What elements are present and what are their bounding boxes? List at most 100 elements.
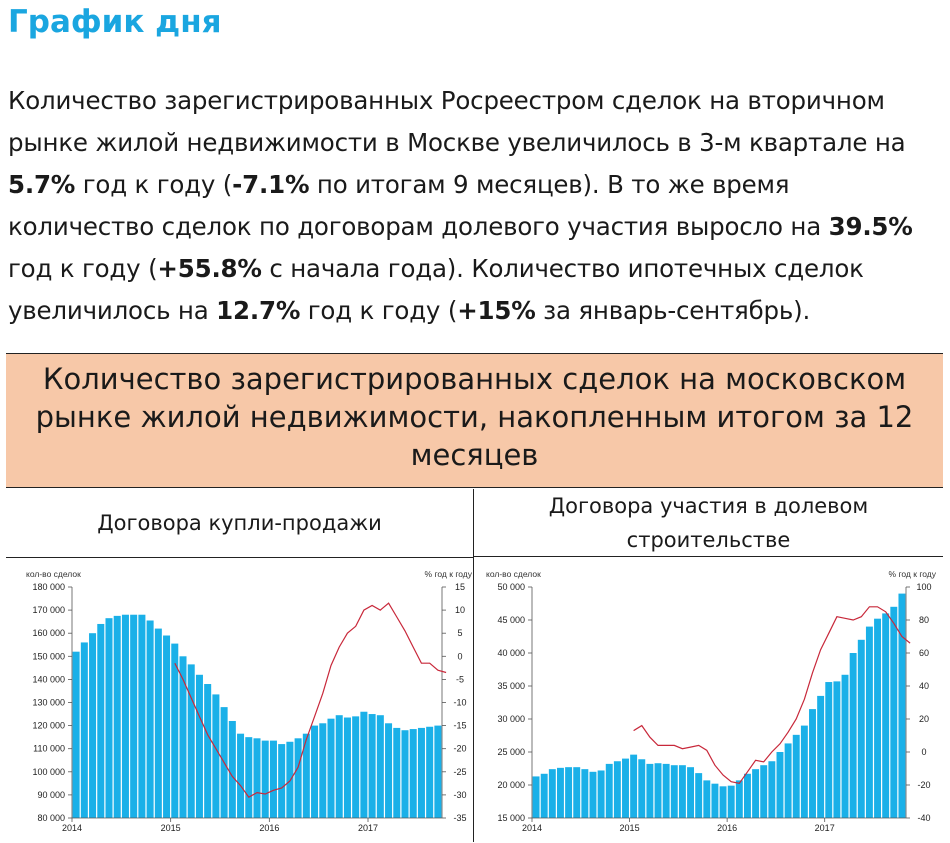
- bar: [540, 773, 548, 818]
- y-tick-left-label: 30 000: [497, 714, 525, 724]
- bar: [130, 614, 138, 818]
- bar: [857, 639, 865, 818]
- y-tick-left-label: 15 000: [497, 813, 525, 823]
- y-tick-left-label: 130 000: [32, 698, 65, 708]
- right-chart-title-text: Договора участия в долевом строительстве: [548, 493, 869, 552]
- y-tick-right-label: -40: [917, 813, 930, 823]
- y-axis-left-label: кол-во сделок: [486, 569, 541, 579]
- y-tick-left-label: 45 000: [497, 615, 525, 625]
- y-tick-right-label: -20: [453, 744, 466, 754]
- y-tick-left-label: 25 000: [497, 747, 525, 757]
- highlight-figure: +15%: [457, 296, 536, 325]
- y-tick-left-label: 170 000: [32, 605, 65, 615]
- x-tick-label: 2016: [717, 823, 737, 833]
- left-chart-title-text: Договора купли-продажи: [97, 511, 382, 535]
- y-tick-right-label: 10: [455, 605, 465, 615]
- bar: [678, 765, 686, 818]
- bar: [393, 727, 401, 818]
- y-tick-right-label: -20: [917, 780, 930, 790]
- bar: [237, 733, 245, 818]
- y-tick-right-label: -15: [453, 721, 466, 731]
- bar: [646, 763, 654, 818]
- left-chart-title: Договора купли-продажи: [6, 489, 473, 558]
- bar: [212, 694, 220, 818]
- bar: [695, 773, 703, 818]
- bar: [735, 780, 743, 818]
- y-axis-right-label: % год к году: [889, 569, 937, 579]
- bar: [865, 626, 873, 818]
- right-chart-cell: Договора участия в долевом строительстве…: [474, 489, 943, 842]
- y-tick-right-label: -30: [453, 790, 466, 800]
- bar: [573, 767, 581, 818]
- bar: [743, 773, 751, 818]
- bar: [776, 752, 784, 818]
- bar: [434, 725, 442, 818]
- bar: [841, 674, 849, 818]
- y-tick-right-label: -25: [453, 767, 466, 777]
- bar: [760, 765, 768, 818]
- paragraph-text: по итогам 9 месяцев). В то же время коли…: [8, 170, 829, 241]
- bar: [711, 783, 719, 818]
- paragraph-text: год к году (: [300, 296, 458, 325]
- y-tick-right-label: 0: [921, 747, 926, 757]
- y-tick-left-label: 90 000: [37, 790, 65, 800]
- bar: [204, 684, 212, 818]
- bar: [613, 761, 621, 818]
- bar: [426, 726, 434, 818]
- bar: [890, 606, 898, 818]
- bar: [269, 740, 277, 818]
- yoy-line: [633, 606, 911, 784]
- bar: [565, 767, 573, 818]
- bar: [261, 740, 269, 818]
- paragraph-text: год к году (: [8, 254, 158, 283]
- y-tick-left-label: 150 000: [32, 651, 65, 661]
- yoy-line: [174, 602, 447, 798]
- y-tick-right-label: 60: [919, 648, 929, 658]
- bar: [417, 727, 425, 818]
- bar: [97, 623, 105, 818]
- left-chart-cell: Договора купли-продажи кол-во сделок % го…: [6, 489, 474, 842]
- bar: [581, 769, 589, 818]
- x-tick-label: 2017: [815, 823, 835, 833]
- bar: [146, 620, 154, 818]
- bar: [352, 716, 360, 818]
- bar: [80, 642, 88, 818]
- bar: [105, 618, 113, 818]
- bar: [89, 633, 97, 818]
- bar: [360, 711, 368, 818]
- y-tick-right-label: -5: [456, 674, 464, 684]
- bar: [809, 709, 816, 818]
- bar: [376, 715, 384, 818]
- bar: [622, 758, 629, 818]
- y-tick-left-label: 110 000: [33, 744, 65, 754]
- bar: [532, 776, 540, 818]
- bar: [319, 723, 327, 818]
- x-tick-label: 2016: [259, 823, 279, 833]
- bar: [154, 628, 162, 818]
- bar: [179, 656, 187, 818]
- bar: [548, 769, 556, 818]
- bar: [768, 761, 776, 818]
- y-tick-left-label: 100 000: [32, 767, 65, 777]
- bar: [825, 682, 833, 818]
- highlight-figure: -7.1%: [232, 170, 310, 199]
- bar: [245, 737, 253, 818]
- y-tick-right-label: 0: [457, 651, 462, 661]
- highlight-figure: +55.8%: [157, 254, 262, 283]
- y-tick-right-label: 5: [457, 628, 462, 638]
- bar: [719, 786, 727, 818]
- bar: [597, 770, 605, 818]
- page-title: График дня: [8, 4, 222, 40]
- y-tick-left-label: 40 000: [497, 648, 525, 658]
- y-axis-right-label: % год к году: [425, 569, 473, 579]
- bar: [874, 618, 882, 818]
- y-tick-right-label: 20: [919, 714, 929, 724]
- y-tick-right-label: 15: [455, 582, 465, 592]
- bar: [638, 759, 646, 818]
- paragraph-text: с начала года). Количество ипотечных сде…: [8, 254, 864, 325]
- bar: [121, 614, 129, 818]
- bar: [662, 763, 670, 818]
- bar: [294, 738, 302, 818]
- x-tick-label: 2015: [620, 823, 640, 833]
- bar: [882, 613, 890, 818]
